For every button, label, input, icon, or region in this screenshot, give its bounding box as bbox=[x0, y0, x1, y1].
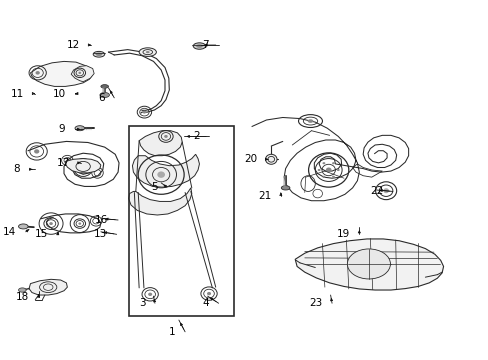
Text: 8: 8 bbox=[13, 164, 20, 174]
Ellipse shape bbox=[34, 149, 39, 154]
Polygon shape bbox=[71, 66, 94, 82]
Ellipse shape bbox=[317, 169, 320, 171]
Text: 19: 19 bbox=[336, 229, 349, 239]
Ellipse shape bbox=[75, 126, 84, 131]
Ellipse shape bbox=[336, 169, 339, 171]
Text: 22: 22 bbox=[369, 186, 383, 197]
Ellipse shape bbox=[93, 51, 104, 57]
Text: 7: 7 bbox=[202, 40, 208, 50]
Text: 23: 23 bbox=[308, 298, 322, 308]
Ellipse shape bbox=[383, 188, 388, 193]
Text: 4: 4 bbox=[202, 298, 208, 308]
Ellipse shape bbox=[95, 53, 102, 56]
Ellipse shape bbox=[196, 44, 203, 48]
Text: 17: 17 bbox=[57, 158, 70, 168]
Ellipse shape bbox=[148, 293, 152, 296]
Ellipse shape bbox=[322, 162, 325, 164]
Ellipse shape bbox=[307, 119, 313, 123]
Ellipse shape bbox=[142, 111, 146, 114]
Ellipse shape bbox=[100, 93, 109, 98]
Polygon shape bbox=[29, 279, 67, 295]
Polygon shape bbox=[128, 188, 191, 215]
Text: 14: 14 bbox=[3, 227, 16, 237]
Text: 21: 21 bbox=[258, 191, 271, 201]
Ellipse shape bbox=[331, 162, 334, 164]
Text: 15: 15 bbox=[35, 229, 48, 239]
Polygon shape bbox=[295, 239, 443, 290]
Ellipse shape bbox=[139, 48, 156, 57]
Polygon shape bbox=[139, 131, 182, 156]
Ellipse shape bbox=[265, 154, 276, 164]
Ellipse shape bbox=[49, 222, 53, 225]
Text: 1: 1 bbox=[168, 327, 175, 337]
Ellipse shape bbox=[19, 224, 28, 229]
Ellipse shape bbox=[193, 43, 205, 49]
Text: 6: 6 bbox=[98, 93, 104, 103]
Text: 13: 13 bbox=[94, 229, 107, 239]
Text: 20: 20 bbox=[244, 154, 256, 164]
Text: 5: 5 bbox=[150, 182, 157, 192]
Bar bbox=[128, 126, 233, 316]
Ellipse shape bbox=[346, 249, 389, 279]
Text: 11: 11 bbox=[11, 89, 24, 99]
Text: 12: 12 bbox=[66, 40, 80, 50]
Ellipse shape bbox=[206, 292, 211, 295]
Text: 3: 3 bbox=[139, 298, 145, 308]
Ellipse shape bbox=[19, 288, 26, 292]
Ellipse shape bbox=[325, 167, 331, 172]
Text: 10: 10 bbox=[53, 89, 66, 99]
Text: 18: 18 bbox=[16, 292, 29, 302]
Ellipse shape bbox=[281, 186, 289, 190]
Ellipse shape bbox=[164, 135, 167, 138]
Ellipse shape bbox=[78, 222, 81, 225]
Ellipse shape bbox=[331, 176, 334, 178]
Polygon shape bbox=[65, 158, 101, 173]
Text: 16: 16 bbox=[95, 215, 108, 225]
Polygon shape bbox=[30, 62, 93, 86]
Ellipse shape bbox=[157, 171, 164, 178]
Ellipse shape bbox=[101, 85, 108, 88]
Ellipse shape bbox=[78, 72, 81, 74]
Ellipse shape bbox=[36, 71, 40, 75]
Text: 9: 9 bbox=[59, 124, 65, 134]
Text: 2: 2 bbox=[192, 131, 199, 141]
Polygon shape bbox=[132, 154, 199, 187]
Ellipse shape bbox=[145, 51, 149, 53]
Ellipse shape bbox=[322, 176, 325, 178]
